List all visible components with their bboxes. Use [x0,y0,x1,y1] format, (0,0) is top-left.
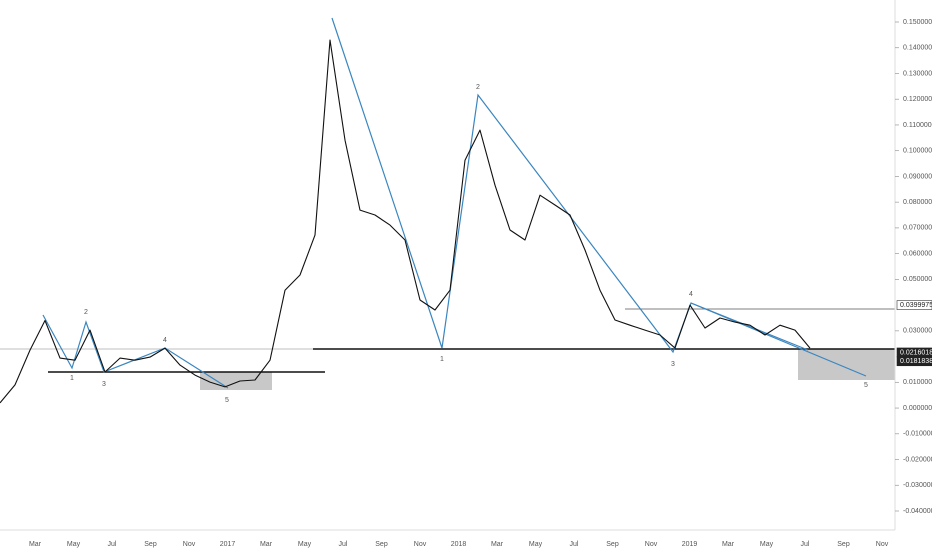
y-tick-label: 0.01000000 [903,379,932,386]
price-tag [896,300,932,310]
x-tick-label: May [760,541,774,548]
y-tick-label: 0.09000000 [903,173,932,180]
y-tick-label: 0.15000000 [903,19,932,26]
wave-label: 2 [84,309,88,316]
y-tick-label: -0.03000000 [903,482,932,489]
x-tick-label: Mar [260,541,273,548]
y-tick-label: 0.05000000 [903,276,932,283]
x-tick-label: Mar [29,541,42,548]
x-tick-label: Nov [414,541,427,548]
price-tag-label: 0.02160189 [900,349,932,356]
x-tick-label: Jul [339,541,348,548]
y-tick-label: 0.03000000 [903,328,932,335]
x-tick-label: 2017 [220,541,236,548]
price-line [0,39,811,404]
wave-label: 3 [102,381,106,388]
x-tick-label: May [298,541,312,548]
x-tick-label: 2019 [682,541,698,548]
wave-line [331,17,867,377]
x-tick-label: Mar [491,541,504,548]
y-tick-label: 0.13000000 [903,70,932,77]
x-tick-label: Sep [144,541,157,548]
x-tick-label: Nov [183,541,196,548]
x-tick-label: Jul [801,541,810,548]
price-tag-label: 0.03999757 [900,302,932,309]
wave-label: 2 [476,84,480,91]
wave-label: 1 [440,356,444,363]
price-tag-label: 0.01818383 [900,358,932,365]
wave-label: 1 [70,375,74,382]
x-tick-label: 2018 [451,541,467,548]
x-tick-label: Nov [876,541,889,548]
trend-line [690,302,809,351]
y-tick-label: 0.06000000 [903,250,932,257]
wave-label: 4 [689,291,693,298]
x-tick-label: Jul [570,541,579,548]
wave-label: 5 [225,397,229,404]
y-tick-label: 0.11000000 [903,122,932,129]
y-tick-label: 0.07000000 [903,225,932,232]
x-tick-label: Mar [722,541,735,548]
y-tick-label: 0.00000000 [903,405,932,412]
x-tick-label: Nov [645,541,658,548]
x-tick-label: Sep [606,541,619,548]
y-tick-label: -0.02000000 [903,456,932,463]
x-tick-label: Jul [108,541,117,548]
wave-label: 3 [671,361,675,368]
y-tick-label: -0.01000000 [903,431,932,438]
x-tick-label: May [529,541,543,548]
y-tick-label: 0.14000000 [903,45,932,52]
x-tick-label: Sep [375,541,388,548]
wave-label: 4 [163,337,167,344]
wave-label: 5 [864,382,868,389]
x-tick-label: Sep [837,541,850,548]
y-tick-label: -0.04000000 [903,508,932,515]
y-tick-label: 0.12000000 [903,96,932,103]
range-box [200,372,272,390]
x-tick-label: May [67,541,81,548]
y-tick-label: 0.10000000 [903,148,932,155]
y-tick-label: 0.08000000 [903,199,932,206]
price-tag [896,356,932,367]
